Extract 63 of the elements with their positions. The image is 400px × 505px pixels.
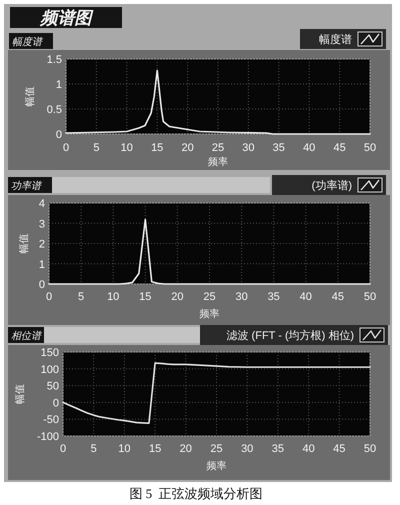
x-tick-label: 5 xyxy=(93,142,100,154)
x-tick-label: 20 xyxy=(180,443,192,455)
line-series xyxy=(62,362,371,424)
y-tick-label: 100 xyxy=(40,364,59,376)
legend: 幅度谱 xyxy=(300,29,386,49)
x-tick-label: 30 xyxy=(241,443,254,455)
chart-subtitle: 幅度谱 xyxy=(12,36,44,48)
y-axis-title: 幅值 xyxy=(24,86,36,106)
x-tick-label: 45 xyxy=(333,443,346,455)
chart-title: 功率谱 xyxy=(11,180,43,192)
x-tick-label: 15 xyxy=(151,142,164,154)
x-tick-label: 40 xyxy=(302,443,315,455)
x-tick-label: 35 xyxy=(268,291,280,303)
y-tick-label: 0 xyxy=(38,279,45,291)
x-tick-label: 50 xyxy=(364,291,376,303)
x-axis-title: 频率 xyxy=(206,460,226,472)
y-tick-label: 2 xyxy=(38,238,45,250)
x-tick-label: 30 xyxy=(242,142,255,154)
x-axis-title: 频率 xyxy=(208,156,228,168)
y-tick-label: 3 xyxy=(38,218,45,230)
y-tick-label: 0.5 xyxy=(46,104,62,116)
x-tick-label: 25 xyxy=(210,443,223,455)
legend-label: 幅度谱 xyxy=(319,33,352,46)
y-tick-label: -100 xyxy=(36,431,59,443)
x-tick-label: 25 xyxy=(203,291,216,303)
y-axis-title: 幅值 xyxy=(14,384,26,404)
x-tick-label: 45 xyxy=(333,142,346,154)
y-tick-label: 1 xyxy=(38,258,45,271)
x-tick-label: 10 xyxy=(107,291,120,303)
x-tick-label: 20 xyxy=(181,142,194,154)
y-tick-label: 0 xyxy=(56,129,62,141)
y-tick-label: 0 xyxy=(52,397,59,410)
legend: 滤波 (FFT - (均方根) 相位) xyxy=(200,325,388,345)
x-axis-title: 频率 xyxy=(200,308,220,320)
legend: (功率谱) xyxy=(272,175,386,195)
x-tick-label: 45 xyxy=(332,291,344,303)
x-tick-label: 50 xyxy=(364,142,376,154)
y-tick-label: 50 xyxy=(46,380,59,393)
x-tick-label: 50 xyxy=(364,443,376,455)
y-tick-label: -50 xyxy=(43,414,59,426)
x-tick-label: 25 xyxy=(212,142,224,154)
x-tick-label: 5 xyxy=(90,443,97,455)
x-tick-label: 10 xyxy=(118,443,131,455)
x-tick-label: 5 xyxy=(78,291,84,303)
y-axis-title: 幅值 xyxy=(18,234,30,254)
x-tick-label: 35 xyxy=(272,443,284,455)
x-tick-label: 15 xyxy=(148,443,162,455)
y-tick-label: 4 xyxy=(38,198,45,210)
legend-label: (功率谱) xyxy=(312,179,352,192)
x-tick-label: 40 xyxy=(303,142,316,154)
legend-label: 滤波 (FFT - (均方根) 相位) xyxy=(226,329,354,342)
chart-title: 频谱图 xyxy=(40,8,94,28)
x-tick-label: 20 xyxy=(171,291,184,303)
y-tick-label: 150 xyxy=(40,347,59,359)
y-tick-label: 1 xyxy=(56,79,62,91)
chart-title: 相位谱 xyxy=(11,330,43,342)
x-tick-label: 15 xyxy=(139,291,152,303)
x-tick-label: 40 xyxy=(300,291,312,303)
x-tick-label: 10 xyxy=(120,142,133,154)
caption: 图 5 正弦波频域分析图 xyxy=(129,486,263,501)
x-tick-label: 35 xyxy=(272,142,285,154)
y-tick-label: 1.5 xyxy=(46,54,62,66)
x-tick-label: 30 xyxy=(235,291,248,303)
